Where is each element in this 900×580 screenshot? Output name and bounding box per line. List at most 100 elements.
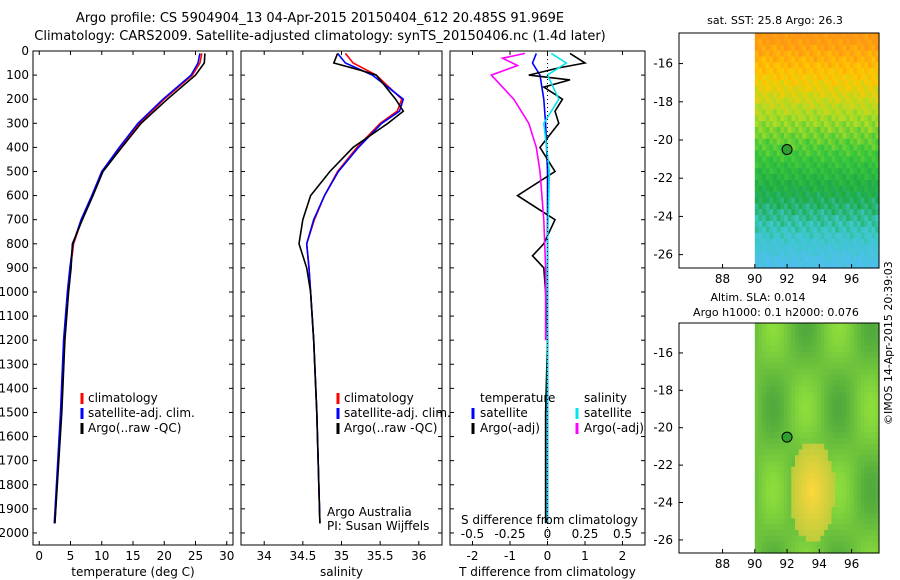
heatmap-cell xyxy=(857,535,862,543)
heatmap-cell xyxy=(762,466,767,474)
heatmap-cell xyxy=(838,168,844,175)
heatmap-cell xyxy=(842,507,847,514)
heatmap-cell xyxy=(802,185,807,193)
heatmap-cell xyxy=(809,334,814,341)
heatmap-cell xyxy=(820,162,825,169)
heatmap-cell xyxy=(842,221,847,228)
map-sst-ytick-label: -18 xyxy=(653,95,673,109)
heatmap-cell xyxy=(754,386,760,393)
heatmap-cell xyxy=(776,547,781,554)
heatmap-cell xyxy=(875,85,880,93)
heatmap-cell xyxy=(875,472,880,479)
heatmap-cell xyxy=(773,489,778,497)
heatmap-cell xyxy=(838,121,844,128)
heatmap-cell xyxy=(758,185,763,193)
heatmap-cell xyxy=(765,97,771,105)
heatmap-cell xyxy=(849,461,855,468)
heatmap-cell xyxy=(809,85,814,93)
heatmap-cell xyxy=(827,495,833,502)
heatmap-cell xyxy=(849,351,855,359)
heatmap-cell xyxy=(849,328,855,336)
heatmap-cell xyxy=(857,334,862,341)
heatmap-cell xyxy=(831,495,836,502)
heatmap-cell xyxy=(824,150,829,157)
heatmap-cell xyxy=(791,144,796,152)
heatmap-cell xyxy=(871,85,876,93)
heatmap-cell xyxy=(816,203,822,210)
heatmap-cell xyxy=(871,507,876,514)
heatmap-cell xyxy=(780,250,785,257)
heatmap-cell xyxy=(827,162,833,169)
depth-tick-label: 600 xyxy=(6,189,29,203)
heatmap-cell xyxy=(857,328,862,336)
heatmap-cell xyxy=(769,369,774,376)
heatmap-cell xyxy=(754,518,760,525)
heatmap-cell xyxy=(802,238,807,246)
heatmap-cell xyxy=(820,346,825,353)
heatmap-cell xyxy=(765,438,771,445)
heatmap-cell xyxy=(813,403,818,410)
heatmap-cell xyxy=(816,409,822,416)
heatmap-cell xyxy=(846,68,851,75)
heatmap-cell xyxy=(758,432,763,439)
heatmap-cell xyxy=(831,174,836,181)
heatmap-cell xyxy=(784,174,789,181)
difference-series-3 xyxy=(489,52,547,341)
heatmap-cell xyxy=(780,346,785,353)
heatmap-cell xyxy=(860,403,865,410)
heatmap-cell xyxy=(816,250,822,257)
heatmap-cell xyxy=(780,334,785,341)
temperature-xtick-label: 30 xyxy=(219,549,234,563)
heatmap-cell xyxy=(798,174,803,181)
heatmap-cell xyxy=(820,232,825,240)
heatmap-cell xyxy=(805,156,811,163)
heatmap-cell xyxy=(868,397,873,405)
heatmap-cell xyxy=(769,530,774,537)
heatmap-cell xyxy=(762,109,767,116)
heatmap-cell xyxy=(765,226,771,234)
heatmap-cell xyxy=(868,197,873,204)
heatmap-cell xyxy=(864,351,869,359)
heatmap-cell xyxy=(824,443,829,451)
heatmap-cell xyxy=(809,466,814,474)
heatmap-cell xyxy=(871,449,876,456)
heatmap-cell xyxy=(791,530,796,537)
heatmap-cell xyxy=(813,209,818,216)
heatmap-cell xyxy=(762,162,767,169)
heatmap-cell xyxy=(864,138,869,146)
heatmap-cell xyxy=(765,62,771,69)
heatmap-cell xyxy=(762,44,767,52)
heatmap-cell xyxy=(871,162,876,169)
heatmap-cell xyxy=(816,501,822,508)
heatmap-cell xyxy=(802,443,807,451)
heatmap-cell xyxy=(846,415,851,422)
heatmap-cell xyxy=(864,191,869,199)
heatmap-cell xyxy=(776,256,781,263)
heatmap-cell xyxy=(835,323,840,330)
heatmap-cell xyxy=(846,185,851,193)
heatmap-cell xyxy=(846,346,851,353)
heatmap-cell xyxy=(816,168,822,175)
heatmap-cell xyxy=(846,363,851,370)
heatmap-cell xyxy=(805,168,811,175)
heatmap-cell xyxy=(875,461,880,468)
heatmap-cell xyxy=(794,524,800,531)
map-sst-xtick-label: 92 xyxy=(779,272,794,286)
heatmap-cell xyxy=(805,215,811,222)
heatmap-cell xyxy=(842,38,847,46)
heatmap-cell xyxy=(754,244,760,251)
heatmap-cell xyxy=(754,115,760,122)
heatmap-cell xyxy=(831,328,836,336)
heatmap-cell xyxy=(773,403,778,410)
heatmap-cell xyxy=(864,346,869,353)
heatmap-cell xyxy=(794,547,800,554)
heatmap-cell xyxy=(853,484,858,491)
heatmap-cell xyxy=(860,328,865,336)
heatmap-cell xyxy=(794,33,800,40)
heatmap-cell xyxy=(875,56,880,63)
heatmap-cell xyxy=(802,56,807,63)
heatmap-cell xyxy=(842,138,847,146)
heatmap-cell xyxy=(787,501,792,508)
heatmap-cell xyxy=(868,138,873,146)
heatmap-cell xyxy=(802,197,807,204)
